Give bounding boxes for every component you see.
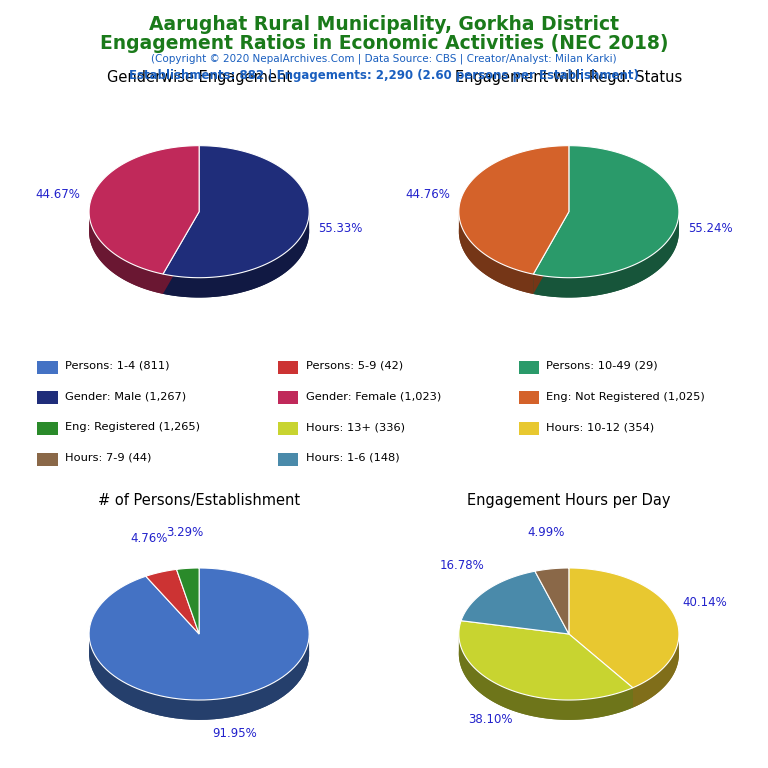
Polygon shape	[458, 634, 633, 720]
FancyBboxPatch shape	[278, 361, 298, 374]
FancyBboxPatch shape	[278, 422, 298, 435]
Polygon shape	[458, 621, 633, 700]
Polygon shape	[163, 212, 199, 294]
FancyBboxPatch shape	[38, 422, 58, 435]
Polygon shape	[146, 569, 199, 634]
Polygon shape	[461, 591, 569, 654]
Polygon shape	[458, 641, 633, 720]
Text: (Copyright © 2020 NepalArchives.Com | Data Source: CBS | Creator/Analyst: Milan : (Copyright © 2020 NepalArchives.Com | Da…	[151, 54, 617, 65]
Polygon shape	[569, 588, 679, 707]
Polygon shape	[569, 568, 679, 688]
Polygon shape	[458, 146, 569, 274]
Text: 40.14%: 40.14%	[683, 596, 727, 609]
Text: 44.67%: 44.67%	[35, 188, 81, 201]
Polygon shape	[146, 589, 199, 654]
Text: Hours: 13+ (336): Hours: 13+ (336)	[306, 422, 405, 432]
Text: 55.33%: 55.33%	[318, 222, 362, 235]
Text: Engagement Ratios in Economic Activities (NEC 2018): Engagement Ratios in Economic Activities…	[100, 34, 668, 53]
Polygon shape	[89, 636, 309, 720]
Polygon shape	[163, 213, 310, 297]
Text: Hours: 10-12 (354): Hours: 10-12 (354)	[546, 422, 654, 432]
Polygon shape	[461, 571, 569, 634]
Text: 4.76%: 4.76%	[131, 531, 168, 545]
Polygon shape	[89, 588, 309, 720]
Polygon shape	[163, 165, 310, 297]
Text: Aarughat Rural Municipality, Gorkha District: Aarughat Rural Municipality, Gorkha Dist…	[149, 15, 619, 35]
Text: Gender: Female (1,023): Gender: Female (1,023)	[306, 392, 441, 402]
FancyBboxPatch shape	[38, 361, 58, 374]
Polygon shape	[89, 568, 310, 700]
Polygon shape	[459, 214, 533, 294]
Text: Persons: 1-4 (811): Persons: 1-4 (811)	[65, 361, 170, 371]
FancyBboxPatch shape	[518, 361, 539, 374]
FancyBboxPatch shape	[518, 392, 539, 405]
FancyBboxPatch shape	[38, 452, 58, 465]
Polygon shape	[177, 588, 199, 654]
Polygon shape	[163, 212, 199, 294]
Text: Eng: Registered (1,265): Eng: Registered (1,265)	[65, 422, 200, 432]
Polygon shape	[533, 165, 679, 297]
Polygon shape	[569, 634, 633, 707]
Text: Hours: 1-6 (148): Hours: 1-6 (148)	[306, 453, 399, 463]
Title: Engagement Hours per Day: Engagement Hours per Day	[467, 492, 670, 508]
Text: 3.29%: 3.29%	[166, 526, 203, 538]
Polygon shape	[533, 213, 679, 297]
FancyBboxPatch shape	[518, 422, 539, 435]
Text: Hours: 7-9 (44): Hours: 7-9 (44)	[65, 453, 151, 463]
FancyBboxPatch shape	[278, 392, 298, 405]
Text: Eng: Not Registered (1,025): Eng: Not Registered (1,025)	[546, 392, 705, 402]
Text: 91.95%: 91.95%	[213, 727, 257, 740]
Polygon shape	[89, 214, 163, 294]
Title: # of Persons/Establishment: # of Persons/Establishment	[98, 492, 300, 508]
Title: Genderwise Engagement: Genderwise Engagement	[107, 71, 292, 85]
Text: 16.78%: 16.78%	[440, 559, 485, 572]
Polygon shape	[533, 212, 569, 294]
Text: 38.10%: 38.10%	[468, 713, 513, 727]
Polygon shape	[533, 212, 569, 294]
Polygon shape	[458, 165, 569, 294]
Polygon shape	[533, 146, 679, 278]
Polygon shape	[177, 568, 199, 634]
Text: Persons: 5-9 (42): Persons: 5-9 (42)	[306, 361, 402, 371]
Text: 55.24%: 55.24%	[687, 222, 733, 235]
Text: Gender: Male (1,267): Gender: Male (1,267)	[65, 392, 186, 402]
Polygon shape	[633, 636, 679, 707]
Text: Persons: 10-49 (29): Persons: 10-49 (29)	[546, 361, 658, 371]
Polygon shape	[535, 588, 569, 654]
FancyBboxPatch shape	[278, 452, 298, 465]
Polygon shape	[89, 146, 199, 274]
Title: Engagement with Regd. Status: Engagement with Regd. Status	[455, 71, 683, 85]
Text: 4.99%: 4.99%	[528, 526, 565, 539]
Text: 44.76%: 44.76%	[406, 188, 450, 201]
Text: Establishments: 882 | Engagements: 2,290 (2.60 persons per Establishment): Establishments: 882 | Engagements: 2,290…	[129, 69, 639, 82]
Polygon shape	[163, 146, 310, 278]
Polygon shape	[535, 568, 569, 634]
Polygon shape	[569, 634, 633, 707]
FancyBboxPatch shape	[38, 392, 58, 405]
Polygon shape	[89, 165, 199, 294]
